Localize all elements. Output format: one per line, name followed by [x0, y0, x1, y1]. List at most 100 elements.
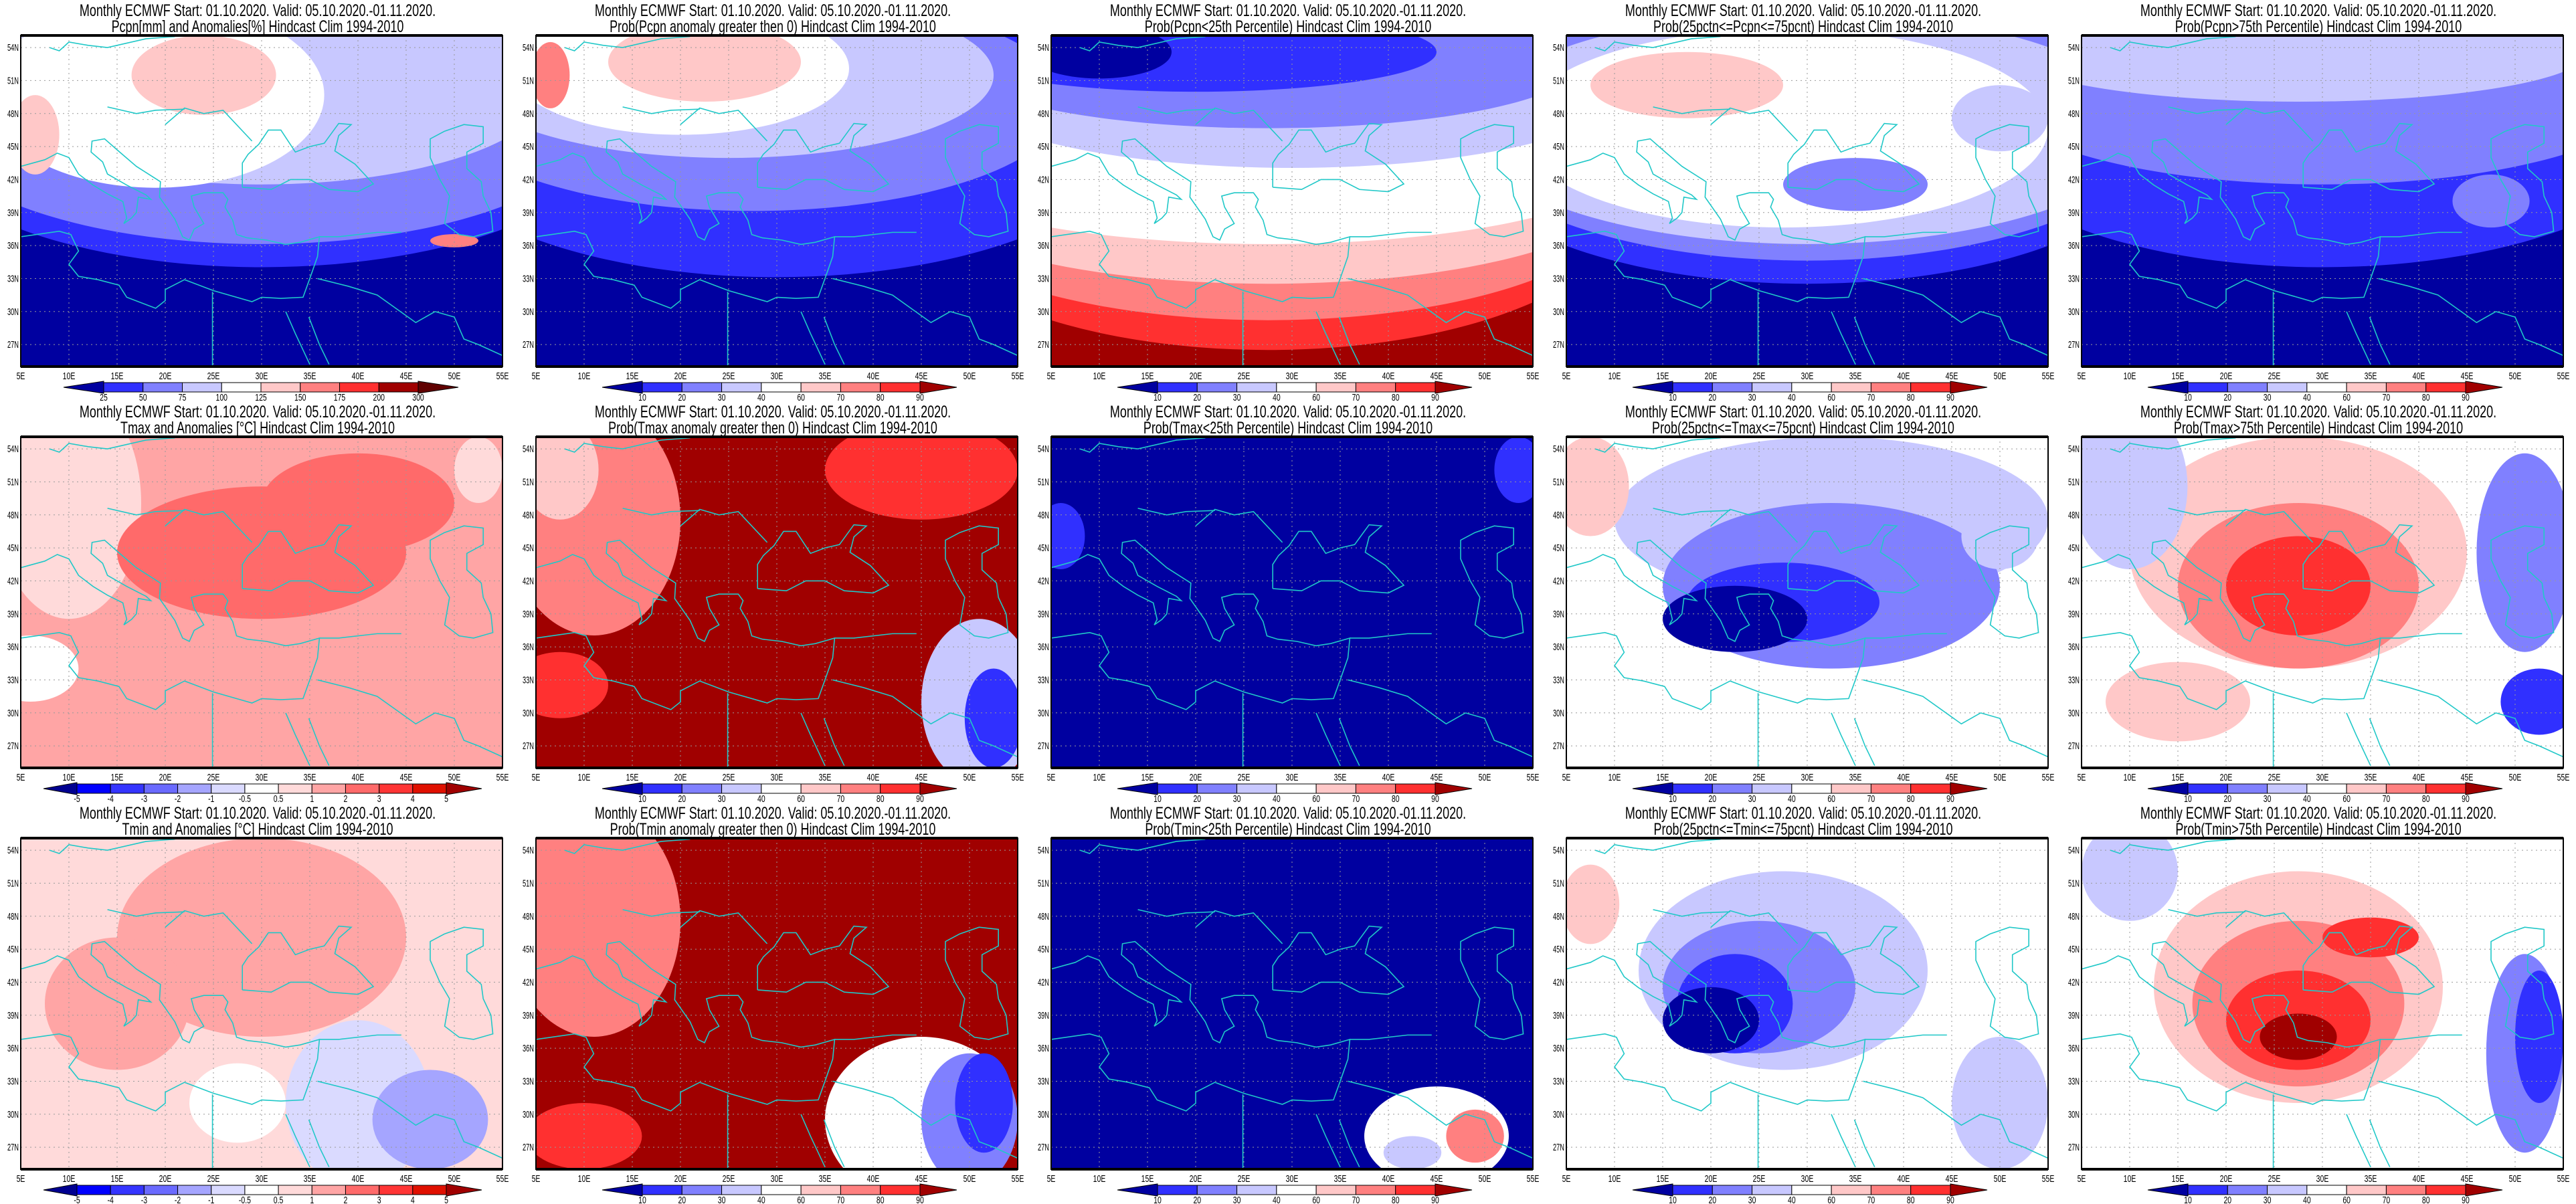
y-tick-label: 33N [1038, 273, 1049, 284]
x-tick-label: 25E [207, 370, 220, 381]
colorbar-label: 0.5 [274, 793, 284, 803]
panel-header: Monthly ECMWF Start: 01.10.2020. Valid: … [1110, 402, 1466, 421]
y-tick-label: 48N [1553, 108, 1564, 120]
colorbar-box [2306, 382, 2347, 393]
y-tick-label: 36N [1553, 1043, 1564, 1054]
x-tick-label: 40E [1382, 370, 1395, 381]
coastline [2302, 524, 2435, 594]
x-tick-label: 25E [207, 1173, 220, 1184]
colorbar-label: -3 [141, 793, 147, 803]
colorbar-box [110, 1185, 145, 1195]
coastline [21, 138, 320, 309]
x-tick-label: 5E [2078, 771, 2086, 783]
y-tick-label: 51N [1553, 476, 1564, 488]
coastline [1853, 1119, 1875, 1168]
x-tick-label: 35E [2365, 370, 2377, 381]
x-tick-label: 5E [1562, 771, 1571, 783]
colorbar-label: 40 [1273, 391, 1281, 401]
colorbar-box [177, 783, 212, 794]
panel-header: Monthly ECMWF Start: 01.10.2020. Valid: … [80, 803, 436, 823]
coastline [49, 838, 175, 854]
y-tick-label: 27N [1553, 339, 1564, 350]
coastline [308, 1119, 330, 1168]
y-tick-label: 42N [1038, 575, 1049, 587]
colorbar-label: 80 [877, 391, 885, 401]
colorbar-box [311, 1185, 346, 1195]
coastline [1865, 633, 1947, 639]
coastline [1566, 539, 1866, 710]
x-tick-label: 50E [1994, 771, 2007, 783]
colorbar: 10 20 30 40 60 70 80 90 [1117, 381, 1473, 401]
coastline [1272, 122, 1405, 193]
x-tick-label: 5E [2078, 1173, 2086, 1184]
x-tick-label: 15E [1657, 771, 1669, 783]
coastline [430, 525, 494, 639]
colorbar-label: 70 [2383, 391, 2391, 401]
colorbar-box [76, 783, 111, 794]
y-tick-label: 30N [523, 708, 534, 719]
coastline [1594, 437, 1721, 453]
colorbar-label: 70 [1867, 1194, 1875, 1204]
y-tick-label: 54N [1038, 42, 1049, 54]
y-tick-label: 36N [523, 1043, 534, 1054]
colorbar-label: 60 [1827, 391, 1835, 401]
x-tick-label: 35E [1849, 1173, 1862, 1184]
colorbar-high-arrow [919, 1183, 957, 1197]
colorbar-label: 10 [2184, 793, 2192, 803]
colorbar-box [143, 783, 179, 794]
y-tick-label: 42N [7, 575, 19, 587]
x-tick-label: 10E [2124, 370, 2136, 381]
x-tick-label: 25E [723, 771, 735, 783]
colorbar-label: 60 [1312, 391, 1320, 401]
colorbar-label: 100 [215, 391, 227, 401]
coastline [1051, 539, 1351, 710]
colorbar-low-arrow [43, 782, 78, 795]
colorbar-box [1395, 1185, 1436, 1195]
colorbar-label: 80 [1907, 1194, 1915, 1204]
colorbar-label: -5 [74, 793, 80, 803]
coastline [536, 940, 836, 1112]
x-tick-label: 25E [2268, 1173, 2281, 1184]
y-tick-label: 51N [523, 476, 534, 488]
x-tick-label: 30E [256, 370, 268, 381]
y-tick-label: 51N [523, 878, 534, 889]
colorbar-label: 80 [2422, 793, 2430, 803]
y-tick-label: 54N [2068, 845, 2080, 856]
colorbar-label: -2 [175, 793, 181, 803]
panel-title: Prob(25pctn<=Pcpn<=75pcnt) Hindcast Clim… [1653, 17, 1953, 36]
x-tick-label: 50E [2509, 370, 2522, 381]
coastline [308, 718, 330, 767]
coastline [1338, 1119, 1360, 1168]
colorbar: 10 20 30 40 60 70 80 90 [602, 381, 957, 401]
x-tick-label: 40E [352, 771, 365, 783]
field-shading [1051, 35, 1533, 367]
colorbar-label: 90 [2462, 1194, 2470, 1204]
field-region [2260, 1013, 2337, 1060]
x-tick-label: 5E [1047, 1173, 1056, 1184]
map-panel: Monthly ECMWF Start: 01.10.2020. Valid: … [1030, 401, 1546, 803]
colorbar-box [2306, 783, 2347, 794]
x-tick-label: 55E [1012, 1173, 1024, 1184]
y-tick-label: 42N [2068, 174, 2080, 185]
coastline [2346, 712, 2371, 767]
colorbar-box [800, 382, 841, 393]
coastline [1975, 926, 2039, 1040]
colorbar-label: 5 [444, 1194, 448, 1204]
colorbar-box [800, 783, 841, 794]
colorbar-box [642, 783, 682, 794]
y-tick-label: 27N [1553, 740, 1564, 752]
colorbar-box [642, 1185, 682, 1195]
x-tick-label: 55E [496, 370, 509, 381]
colorbar: 10 20 30 40 60 70 80 90 [1117, 1183, 1473, 1204]
field-region [1494, 437, 1533, 503]
x-tick-label: 55E [2042, 370, 2055, 381]
colorbar-label: 25 [100, 391, 108, 401]
coastline [1272, 524, 1405, 594]
coastline [949, 712, 1018, 758]
x-tick-label: 5E [2078, 370, 2086, 381]
colorbar-label: 20 [678, 793, 686, 803]
colorbar-box [1910, 783, 1951, 794]
y-tick-label: 36N [2068, 240, 2080, 252]
colorbar-box [244, 1185, 279, 1195]
colorbar-label: 30 [1748, 1194, 1756, 1204]
